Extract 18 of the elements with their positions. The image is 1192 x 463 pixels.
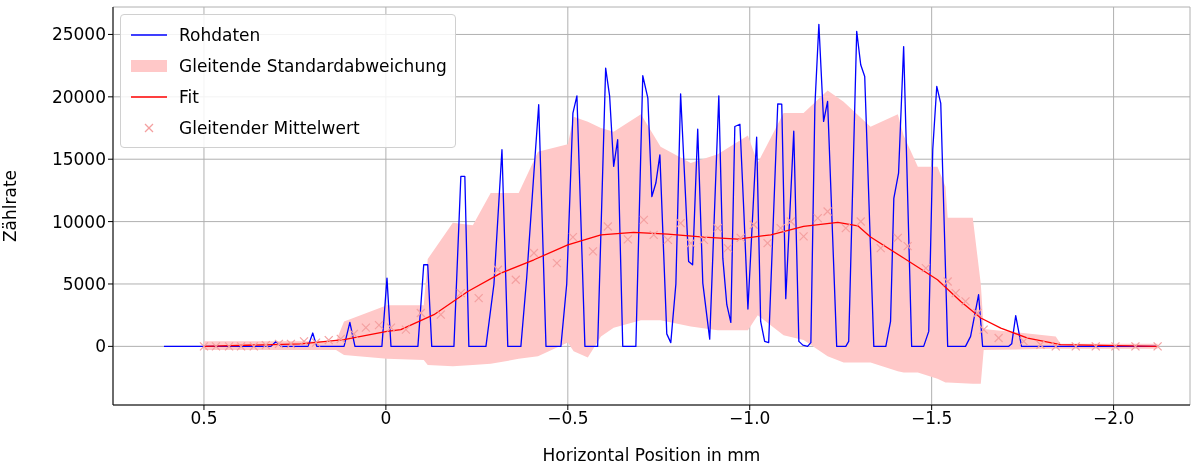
y-tick-label: 20000 bbox=[51, 86, 106, 107]
y-tick-label: 10000 bbox=[51, 211, 106, 232]
x-tick-label: −2.0 bbox=[1092, 408, 1135, 429]
y-tick-label: 15000 bbox=[51, 149, 106, 170]
x-tick-label: −1.0 bbox=[729, 408, 771, 429]
x-tick-label: −1.5 bbox=[911, 408, 953, 429]
x-axis-title: Horizontal Position in mm bbox=[542, 445, 761, 463]
y-axis-title: Zählrate bbox=[0, 169, 21, 243]
legend-label: Rohdaten bbox=[179, 24, 261, 45]
legend-label: Gleitender Mittelwert bbox=[179, 117, 360, 138]
y-tick-label: 25000 bbox=[51, 24, 106, 45]
legend-label: Fit bbox=[179, 86, 199, 107]
x-tick-label: 0 bbox=[380, 408, 392, 429]
y-tick-label: 5000 bbox=[62, 274, 106, 295]
y-tick-label: 0 bbox=[95, 336, 106, 357]
x-tick-label: 0.5 bbox=[190, 408, 218, 429]
legend-label: Gleitende Standardabweichung bbox=[179, 55, 447, 76]
x-tick-label: −0.5 bbox=[547, 408, 589, 429]
